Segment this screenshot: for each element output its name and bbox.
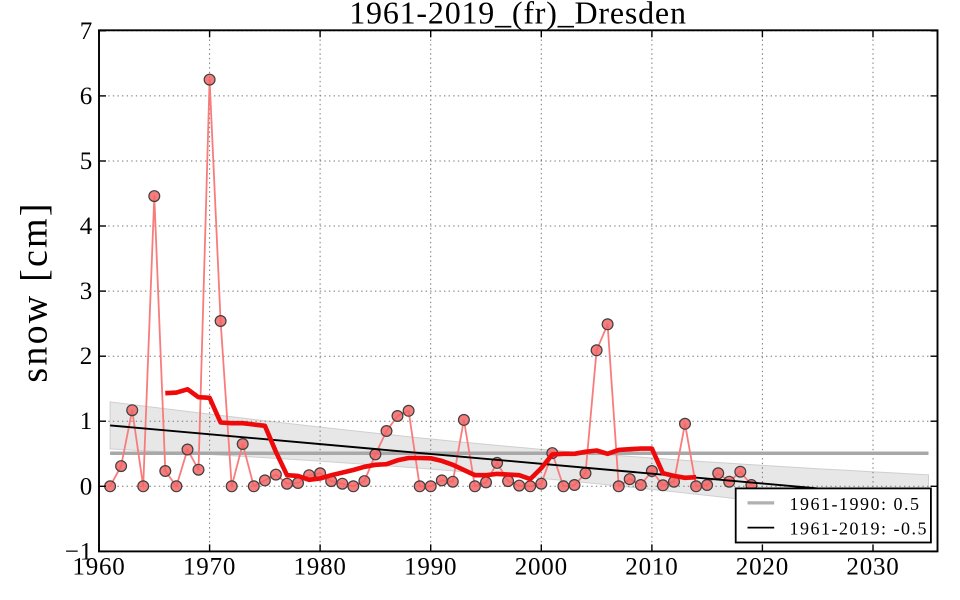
svg-text:1961-2019: -0.5: 1961-2019: -0.5 (790, 519, 929, 539)
svg-text:2010: 2010 (625, 554, 678, 581)
svg-text:7: 7 (80, 18, 93, 45)
svg-text:snow [cm]: snow [cm] (14, 201, 56, 382)
svg-text:0: 0 (80, 473, 93, 500)
svg-text:3: 3 (80, 278, 93, 305)
svg-text:5: 5 (80, 148, 93, 175)
svg-text:1961-2019_(fr)_Dresden: 1961-2019_(fr)_Dresden (349, 0, 687, 31)
svg-text:1960: 1960 (72, 554, 125, 581)
svg-text:2030: 2030 (846, 554, 899, 581)
svg-text:2020: 2020 (736, 554, 789, 581)
svg-text:1980: 1980 (293, 554, 346, 581)
svg-text:2000: 2000 (515, 554, 568, 581)
svg-text:1961-1990: 0.5: 1961-1990: 0.5 (790, 494, 921, 514)
svg-text:−1: −1 (65, 538, 93, 565)
svg-text:1970: 1970 (183, 554, 236, 581)
svg-text:1: 1 (80, 408, 93, 435)
svg-text:4: 4 (80, 213, 93, 240)
svg-text:1990: 1990 (404, 554, 457, 581)
svg-text:2: 2 (80, 343, 93, 370)
svg-text:6: 6 (80, 83, 93, 110)
